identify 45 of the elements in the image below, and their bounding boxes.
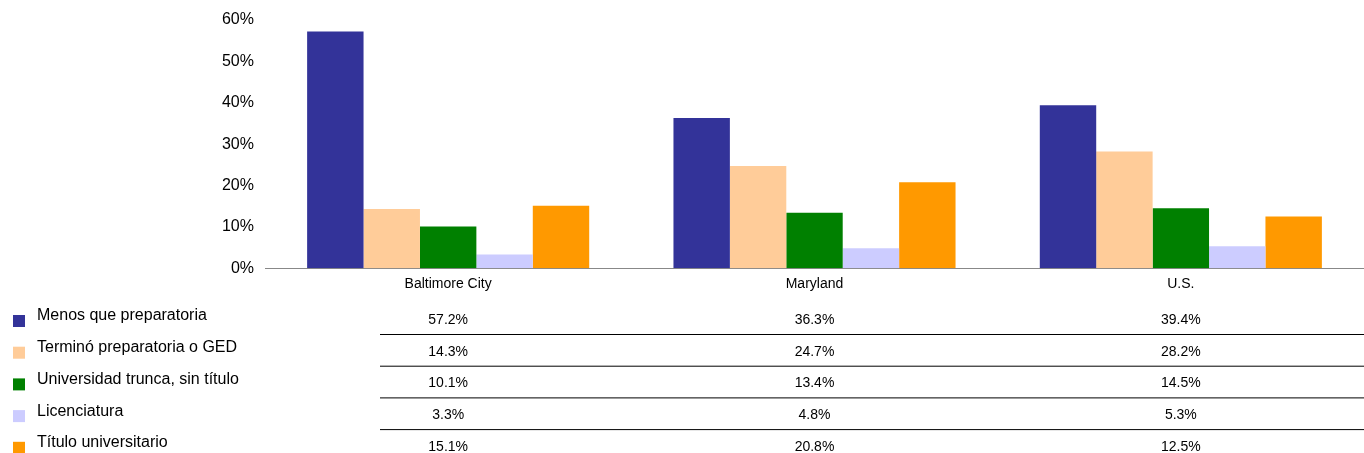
- bar: [1152, 208, 1210, 269]
- y-tick-label: 60%: [221, 10, 254, 28]
- y-tick-label: 0%: [230, 258, 254, 276]
- x-tick-label: Maryland: [785, 275, 844, 292]
- x-tick-label: U.S.: [1167, 275, 1195, 292]
- data-label: 39.4%: [1160, 310, 1201, 327]
- bar: [786, 212, 843, 269]
- x-tick-label: Baltimore City: [404, 275, 492, 292]
- y-tick-label: 10%: [221, 217, 254, 235]
- legend-label: Terminó preparatoria o GED: [37, 338, 238, 356]
- bar: [476, 254, 533, 269]
- y-tick-label: 40%: [221, 93, 254, 111]
- data-label: 14.3%: [428, 342, 469, 359]
- legend-label: Universidad trunca, sin título: [37, 369, 239, 387]
- y-tick-label: 30%: [221, 134, 254, 152]
- data-label: 3.3%: [432, 405, 465, 422]
- data-label: 36.3%: [794, 310, 835, 327]
- data-label: 28.2%: [1160, 342, 1201, 359]
- data-label: 57.2%: [428, 310, 469, 327]
- bar: [419, 226, 477, 269]
- y-tick-label: 50%: [221, 51, 254, 69]
- bar: [1096, 151, 1153, 269]
- bar: [307, 31, 364, 269]
- bar: [1039, 105, 1097, 269]
- legend-label: Menos que preparatoria: [37, 306, 207, 324]
- data-label: 5.3%: [1164, 405, 1197, 422]
- legend-label: Licenciatura: [37, 401, 124, 419]
- legend-label: Título universitario: [37, 433, 168, 451]
- bar: [729, 166, 787, 269]
- data-label: 20.8%: [794, 437, 835, 453]
- data-label: 12.5%: [1160, 437, 1201, 453]
- data-label: 14.5%: [1160, 374, 1201, 391]
- data-label: 10.1%: [428, 374, 469, 391]
- bar: [363, 209, 420, 269]
- bar: [1209, 246, 1266, 269]
- data-label: 4.8%: [798, 405, 831, 422]
- data-label: 24.7%: [794, 342, 835, 359]
- bar: [899, 182, 956, 269]
- bar: [532, 205, 590, 269]
- y-tick-label: 20%: [221, 175, 254, 193]
- data-label: 13.4%: [794, 374, 835, 391]
- bar: [1265, 216, 1322, 269]
- bar: [842, 248, 900, 269]
- data-label: 15.1%: [428, 437, 469, 453]
- bar: [673, 118, 730, 269]
